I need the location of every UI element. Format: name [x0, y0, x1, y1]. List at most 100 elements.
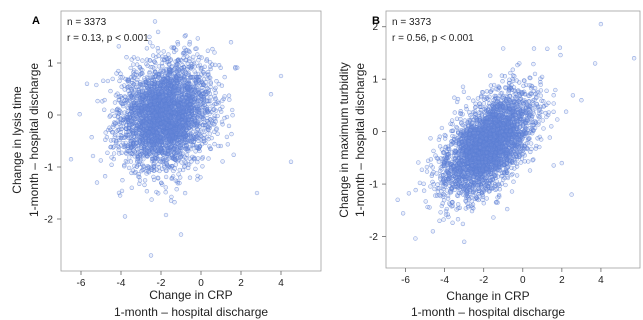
data-point	[123, 158, 129, 164]
data-point	[549, 124, 554, 129]
data-point	[162, 79, 167, 84]
data-point	[181, 65, 187, 70]
data-point	[118, 110, 124, 115]
data-point	[205, 69, 211, 75]
data-point	[406, 191, 412, 196]
data-point	[216, 143, 221, 149]
data-point	[144, 189, 150, 194]
data-point	[206, 156, 211, 161]
data-point	[163, 168, 169, 173]
data-point	[535, 136, 540, 141]
data-point	[200, 164, 205, 169]
data-point	[456, 202, 461, 207]
data-point	[197, 54, 202, 60]
y-tick-label: 1	[47, 59, 53, 70]
data-point	[228, 40, 234, 45]
data-point	[416, 160, 421, 165]
data-point	[152, 94, 158, 100]
data-point	[173, 178, 178, 183]
data-point	[172, 200, 177, 205]
data-point	[159, 89, 165, 94]
data-point	[161, 69, 166, 74]
data-point	[151, 177, 157, 182]
data-point	[116, 147, 121, 153]
panel-a-letter: A	[32, 15, 40, 27]
data-point	[112, 100, 118, 105]
data-point	[173, 107, 178, 113]
data-point	[225, 142, 230, 147]
data-point	[220, 98, 225, 103]
data-point	[195, 159, 200, 165]
data-point	[514, 78, 519, 83]
data-point	[120, 178, 125, 183]
data-point	[156, 64, 162, 69]
data-point	[452, 95, 457, 100]
data-point	[94, 82, 99, 88]
data-point	[182, 164, 187, 169]
data-point	[220, 159, 225, 164]
data-point	[129, 118, 134, 124]
data-point	[178, 232, 184, 237]
data-point	[526, 159, 531, 164]
data-point	[171, 168, 176, 174]
data-point	[210, 62, 215, 67]
data-point	[194, 122, 199, 127]
data-point	[116, 44, 121, 49]
data-point	[166, 59, 171, 65]
data-point	[222, 94, 227, 99]
data-point	[126, 78, 131, 83]
data-point	[210, 46, 215, 52]
data-point	[181, 69, 186, 75]
data-point	[122, 83, 127, 88]
data-point	[222, 74, 227, 80]
data-point	[169, 115, 174, 120]
data-point	[128, 65, 133, 71]
data-point	[117, 137, 122, 143]
data-point	[204, 106, 210, 112]
data-point	[230, 107, 235, 113]
data-point	[214, 101, 219, 106]
data-point	[436, 137, 442, 142]
data-point	[105, 78, 111, 84]
data-point	[443, 212, 449, 217]
data-point	[224, 114, 230, 120]
data-point	[126, 165, 132, 171]
data-point	[90, 153, 96, 159]
data-point	[173, 95, 179, 100]
data-point	[173, 162, 179, 167]
data-point	[102, 174, 108, 179]
panel-b-points	[395, 21, 637, 244]
data-point	[123, 143, 129, 149]
data-point	[555, 117, 560, 122]
data-point	[166, 88, 171, 94]
data-point	[215, 113, 220, 119]
data-point	[186, 72, 192, 78]
data-point	[196, 63, 201, 69]
data-point	[154, 136, 159, 141]
data-point	[186, 93, 192, 98]
data-point	[102, 97, 107, 103]
panel-a-ylabel: Change in lysis time	[10, 86, 24, 194]
data-point	[149, 93, 154, 98]
data-point	[178, 139, 183, 145]
data-point	[537, 110, 542, 116]
data-point	[166, 52, 171, 57]
data-point	[220, 122, 225, 127]
data-point	[175, 158, 180, 164]
panel-a-ylabel2: 1-month – hospital discharge	[27, 63, 41, 217]
data-point	[148, 253, 154, 258]
data-point	[117, 193, 123, 198]
data-point	[204, 98, 209, 103]
data-point	[172, 88, 178, 93]
data-point	[147, 123, 152, 128]
data-point	[148, 58, 153, 63]
data-point	[94, 180, 100, 185]
data-point	[111, 156, 116, 162]
data-point	[186, 64, 191, 70]
data-point	[452, 110, 457, 115]
data-point	[170, 119, 175, 124]
data-point	[544, 114, 549, 120]
data-point	[454, 99, 460, 105]
data-point	[231, 152, 236, 157]
data-point	[413, 236, 418, 241]
